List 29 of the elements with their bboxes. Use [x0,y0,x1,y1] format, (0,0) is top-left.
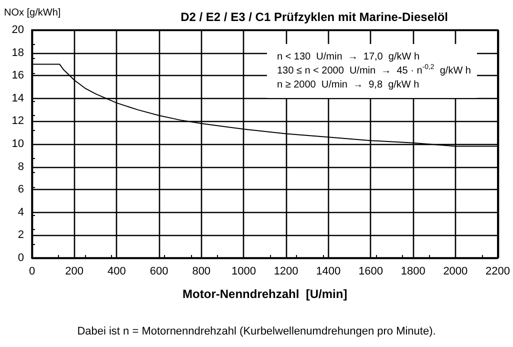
y-axis-title: NOx [g/kWh] [4,8,61,18]
y-tick-label: 8 [18,160,24,173]
x-tick-label: 0 [28,266,36,278]
x-tick-label: 200 [65,266,84,278]
x-tick-label: 1600 [358,266,383,278]
annotation: n < 130 U/min → 17,0 g/kW h [276,52,420,62]
x-tick-label: 600 [150,266,168,278]
x-tick-label: 400 [108,266,126,278]
x-tick-label: 1400 [316,266,341,278]
text: Dabei ist n = Motornenndrehzahl (Kurbelwellenumdrehungen pro Minute). [77,326,436,338]
y-tick-label: 18 [12,46,24,59]
x-tick-label: 1000 [231,266,256,278]
x-tick-label: 1800 [400,266,426,278]
x-tick-label: 800 [192,266,211,278]
x-tick-label: 1200 [274,266,298,278]
chart-title: D2 / E2 / E3 / C1 Prüfzyklen mit Marine-Dieselöl [180,10,448,24]
y-tick-label: 2 [18,229,24,242]
annotation: n ≥ 2000 U/min → 9,8 g/kW h [276,80,420,90]
y-tick-label: 12 [12,115,24,128]
y-tick-label: 14 [12,92,24,104]
y-tick-label: 0 [18,252,24,264]
y-tick-label: 10 [12,138,24,150]
y-tick-label: 4 [18,206,24,218]
y-tick-label: 6 [18,184,24,196]
y-tick-label: 20 [12,24,24,36]
y-tick-label: 16 [12,70,24,82]
x-tick-label: 2000 [443,266,468,278]
x-axis-title: Motor-Nenndrehzahl [U/min] [182,287,348,301]
x-tick-label: 2200 [486,266,510,278]
